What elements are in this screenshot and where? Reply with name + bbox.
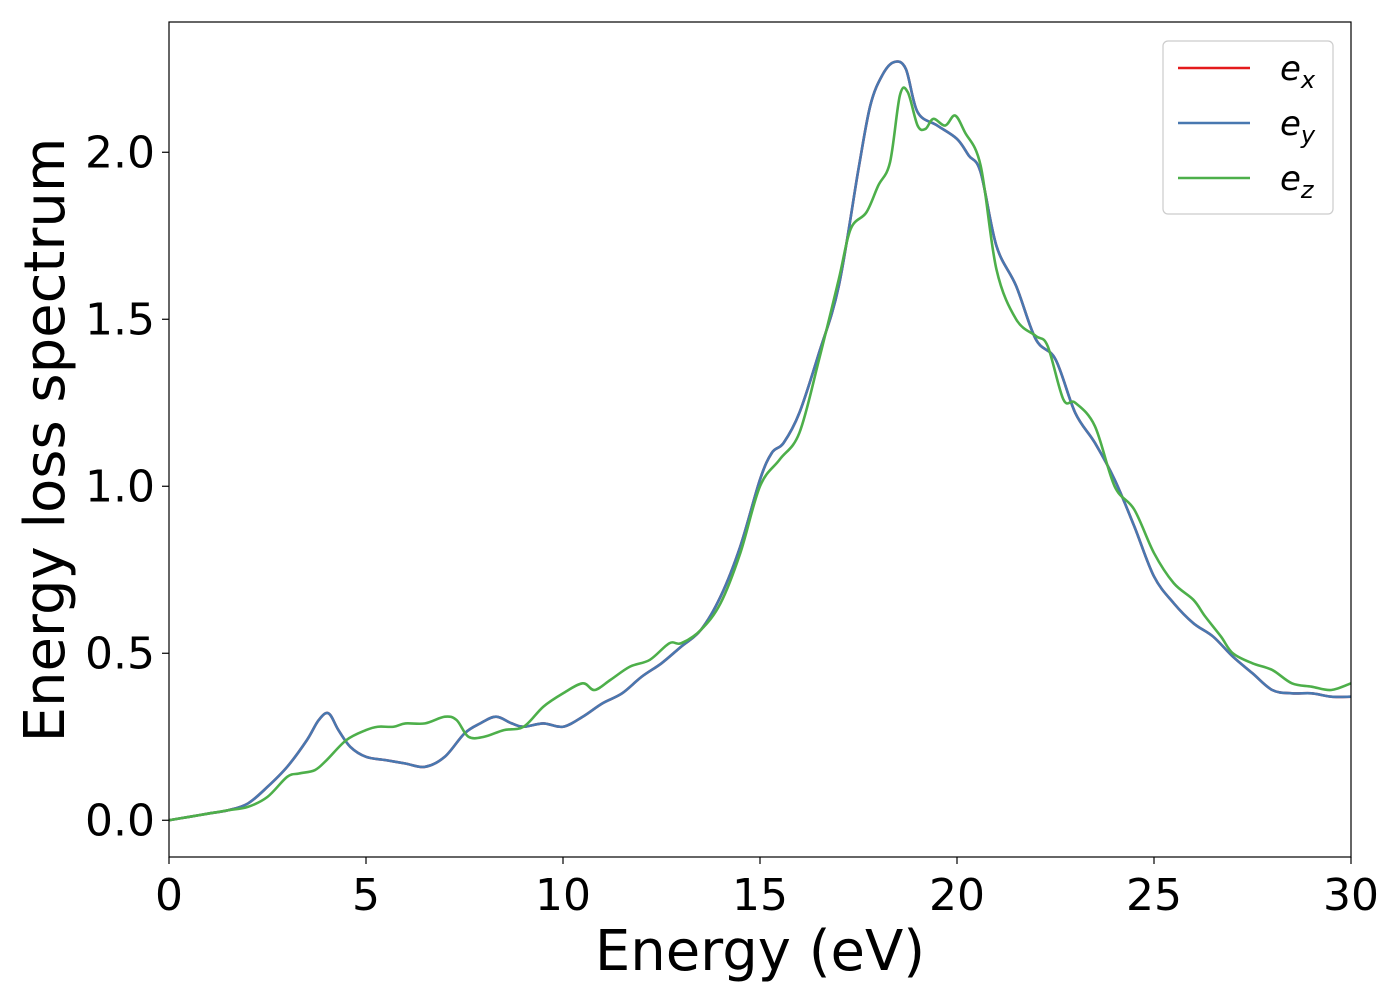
- y-tick-label: 1.0: [85, 461, 155, 512]
- series-line-ez: [168, 86, 1352, 822]
- y-tick-label: 0.0: [85, 795, 155, 846]
- x-tick-label: 30: [1323, 870, 1379, 921]
- y-tick-label: 0.5: [85, 628, 155, 679]
- y-axis-label: Energy loss spectrum: [13, 138, 78, 743]
- x-tick-label: 20: [929, 870, 985, 921]
- legend: ex ey ez: [1162, 40, 1334, 215]
- series-layer: [168, 60, 1352, 822]
- x-tick-label: 0: [155, 870, 183, 921]
- x-tick-label: 5: [352, 870, 380, 921]
- y-tick-label: 1.5: [85, 294, 155, 345]
- series-line-ey: [168, 60, 1352, 822]
- x-tick-label: 25: [1126, 870, 1182, 921]
- legend-label-ey: ey: [1280, 104, 1316, 149]
- legend-label-ex: ex: [1280, 49, 1316, 94]
- legend-label-ez: ez: [1280, 159, 1315, 204]
- y-axis-ticks: 0.0 0.5 1.0 1.5 2.0: [85, 127, 169, 846]
- plot-background: [169, 22, 1351, 857]
- x-axis-ticks: 0 5 10 15 20 25 30: [155, 857, 1379, 921]
- y-tick-label: 2.0: [85, 127, 155, 178]
- x-tick-label: 15: [732, 870, 788, 921]
- x-tick-label: 10: [535, 870, 591, 921]
- x-axis-label: Energy (eV): [595, 919, 925, 984]
- legend-box: [1162, 40, 1334, 215]
